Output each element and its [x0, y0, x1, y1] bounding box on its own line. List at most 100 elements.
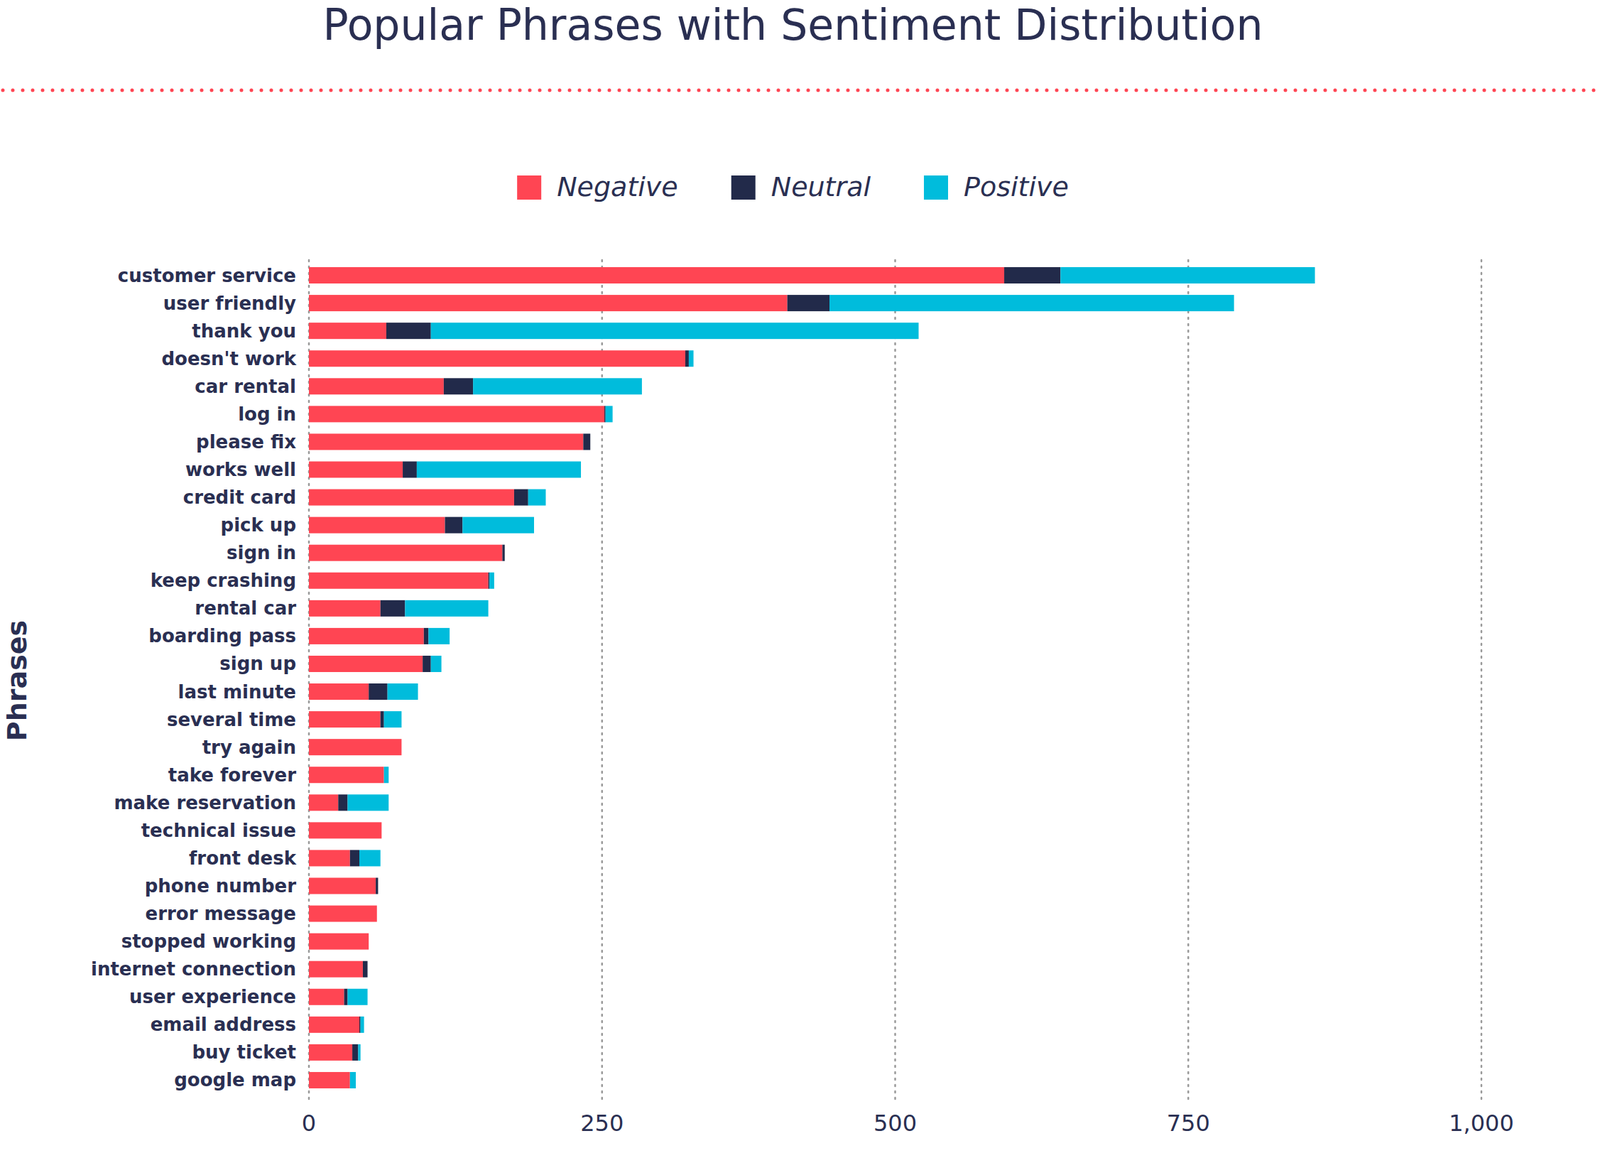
title: Popular Phrases with Sentiment Distribut…	[323, 0, 1264, 50]
bar-segment	[350, 849, 360, 866]
axis-title: Phrases	[1, 619, 33, 741]
bars	[308, 267, 1316, 1088]
category-label: buy ticket	[191, 1041, 297, 1063]
category-label: make reservation	[113, 791, 297, 814]
category-label: user experience	[129, 985, 297, 1008]
legend-item: Positive	[923, 171, 1069, 203]
category-label: please fix	[196, 431, 297, 453]
category-label: stopped working	[121, 930, 297, 952]
bar-segment	[308, 1043, 353, 1061]
bar-segment	[416, 461, 581, 478]
category-label: email address	[150, 1013, 297, 1035]
category-label: car rental	[194, 375, 297, 397]
legend-swatch	[516, 175, 542, 200]
bar-segment	[1004, 267, 1061, 284]
bar-segment	[308, 710, 381, 728]
bar-segment	[308, 350, 686, 367]
bar-segment	[347, 988, 368, 1005]
legend-item: Negative	[516, 171, 679, 203]
bar-segment	[359, 1016, 361, 1033]
chart: Popular Phrases with Sentiment Distribut…	[0, 0, 1600, 1158]
bar-segment	[685, 350, 689, 367]
bar-segment	[359, 849, 381, 866]
bar-segment	[688, 350, 694, 367]
grid-line	[1480, 259, 1483, 1101]
bar-segment	[368, 683, 388, 700]
tick-label: 750	[1166, 1109, 1211, 1137]
bar-segment	[376, 905, 378, 922]
bar-segment	[308, 544, 503, 562]
bar-segment	[402, 461, 417, 478]
grid-line	[894, 259, 897, 1101]
bar-segment	[381, 821, 383, 838]
category-label: front desk	[188, 847, 297, 869]
bar-segment	[308, 766, 385, 783]
category-label: technical issue	[141, 819, 297, 841]
category-label: phone number	[144, 874, 297, 897]
bar-segment	[386, 322, 432, 339]
bar-segment	[347, 793, 389, 811]
category-label: doesn't work	[161, 347, 297, 370]
bar-segment	[422, 655, 432, 672]
bar-segment	[308, 793, 339, 811]
bar-segment	[308, 683, 369, 700]
bar-segment	[308, 627, 424, 645]
bar-segment	[308, 572, 489, 589]
category-label: credit card	[183, 486, 297, 508]
tick-label: 250	[580, 1109, 624, 1137]
bar-segment	[829, 294, 1235, 312]
bar-segment	[384, 710, 402, 728]
category-label: try again	[202, 736, 297, 758]
legend: Negative Neutral Positive	[516, 171, 1069, 203]
grid-line	[1187, 259, 1190, 1101]
legend-label: Positive	[963, 171, 1069, 203]
bar-segment	[431, 322, 919, 339]
bar-segment	[462, 516, 535, 534]
bar-segment	[375, 877, 378, 895]
bar-segment	[308, 294, 788, 312]
category-label: thank you	[191, 320, 297, 342]
bar-segment	[384, 766, 390, 783]
bar-segment	[308, 960, 363, 978]
category-label: take forever	[168, 764, 297, 786]
bar-segment	[583, 433, 591, 450]
bar-segment	[308, 461, 403, 478]
bar-segment	[404, 600, 488, 617]
bar-segment	[380, 710, 385, 728]
bar-segment	[344, 988, 348, 1005]
category-label: customer service	[117, 264, 297, 287]
bar-segment	[308, 405, 605, 422]
tick-label: 1,000	[1448, 1109, 1515, 1137]
category-label: error message	[145, 902, 297, 924]
bar-segment	[338, 793, 348, 811]
category-label: several time	[166, 708, 297, 731]
bar-segment	[380, 600, 406, 617]
bar-segment	[308, 738, 402, 755]
grid	[308, 259, 1482, 1101]
bar-segment	[308, 849, 351, 866]
bar-segment	[488, 572, 491, 589]
bar-segment	[377, 877, 379, 895]
bar-segment	[387, 683, 419, 700]
y-axis: customer serviceuser friendlythank youdo…	[90, 264, 297, 1091]
bar-segment	[528, 489, 547, 506]
bar-segment	[472, 377, 642, 395]
separator	[2, 88, 1598, 93]
bar-segment	[308, 1016, 360, 1033]
bar-segment	[443, 377, 473, 395]
bar-segment	[367, 960, 368, 978]
bar-segment	[308, 1071, 351, 1088]
category-label: pick up	[220, 514, 297, 536]
legend-label: Negative	[556, 171, 679, 203]
category-label: keep crashing	[150, 569, 297, 591]
bar-segment	[308, 600, 381, 617]
bar-segment	[514, 489, 529, 506]
bar-segment	[308, 433, 584, 450]
legend-item: Neutral	[731, 171, 872, 203]
x-axis: 02505007501,000	[301, 1109, 1515, 1137]
bar-segment	[308, 377, 444, 395]
bar-segment	[590, 433, 591, 450]
bar-segment	[360, 1016, 365, 1033]
bar-segment	[401, 738, 402, 755]
bar-segment	[504, 544, 505, 562]
